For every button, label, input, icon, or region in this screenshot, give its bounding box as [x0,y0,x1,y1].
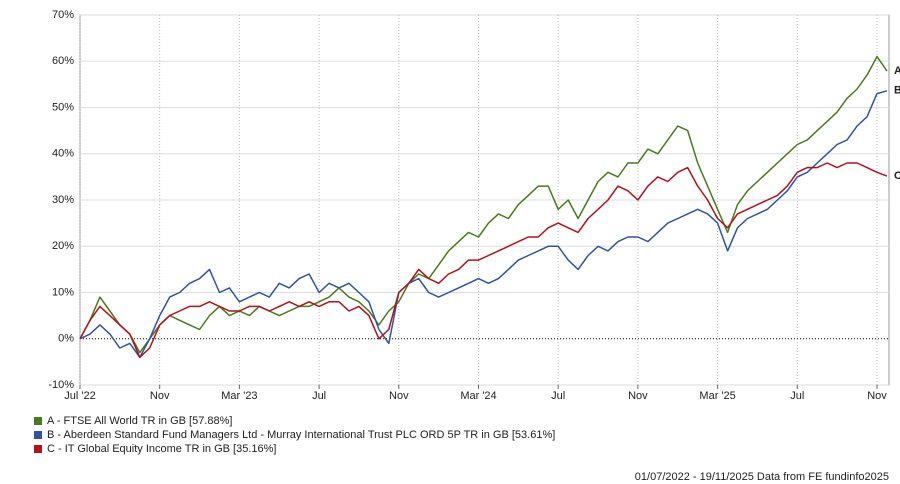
x-tick-label: Jul [790,390,804,402]
y-tick-label: 70% [52,9,74,21]
legend-swatch [34,417,42,425]
series-end-label: B [894,85,900,97]
x-tick-label: Nov [867,390,887,402]
y-tick-label: 40% [52,148,74,160]
y-tick-label: 20% [52,240,74,252]
legend-swatch [34,431,42,439]
y-tick-label: 30% [52,194,74,206]
x-tick-label: Mar '24 [460,390,496,402]
series-line [79,55,888,354]
x-tick-label: Jul [551,390,565,402]
x-tick-label: Jul [312,390,326,402]
y-tick-label: 50% [52,101,74,113]
series-line [79,90,888,359]
y-tick-label: 0% [58,333,74,345]
legend-label: C - IT Global Equity Income TR in GB [35… [47,443,276,455]
series-line [79,162,888,359]
footnote: 01/07/2022 - 19/11/2025 Data from FE fun… [635,471,889,483]
x-tick-label: Nov [389,390,409,402]
x-tick-label: Jul '22 [64,390,95,402]
series-end-label: C [894,170,900,182]
x-tick-label: Mar '23 [221,390,257,402]
x-tick-label: Nov [150,390,170,402]
x-tick-label: Nov [628,390,648,402]
x-tick-label: Mar '25 [699,390,735,402]
legend-label: A - FTSE All World TR in GB [57.88%] [47,415,232,427]
y-tick-label: -10% [48,379,74,391]
legend-label: B - Aberdeen Standard Fund Managers Ltd … [47,429,555,441]
y-tick-label: 60% [52,55,74,67]
y-tick-label: 10% [52,286,74,298]
legend-swatch [34,445,42,453]
series-end-label: A [894,65,900,77]
